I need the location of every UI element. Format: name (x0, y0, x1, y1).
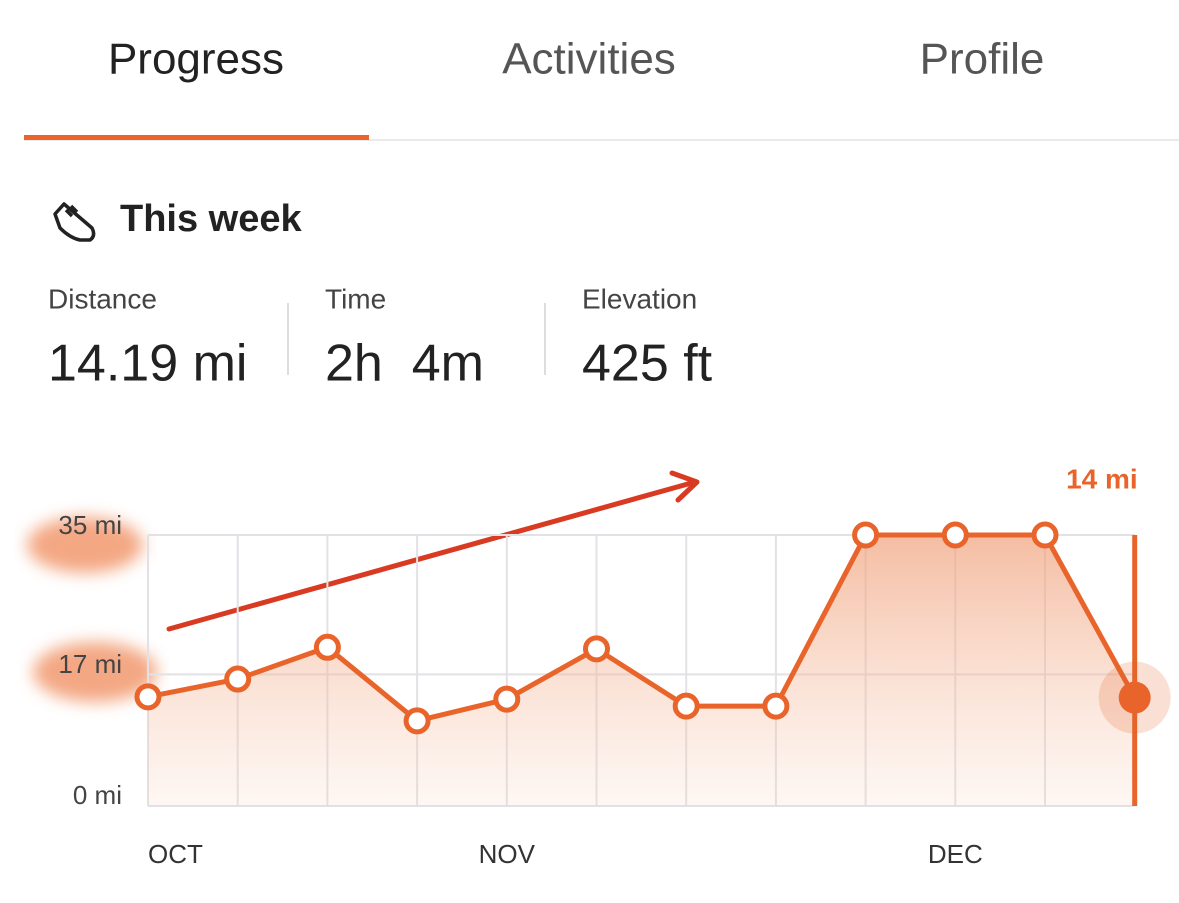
value-label: 14 mi (1066, 463, 1138, 494)
point (762, 692, 790, 720)
point (672, 692, 700, 720)
stat-label: Elevation (582, 283, 697, 314)
stat-label: Distance (48, 283, 157, 314)
point (1031, 521, 1059, 549)
redaction (27, 517, 157, 702)
point (583, 635, 610, 663)
stat-label: Time (325, 283, 386, 314)
shoe-icon (53, 202, 96, 242)
point (941, 521, 969, 549)
tab[interactable]: Profile (920, 35, 1045, 84)
point (493, 685, 521, 713)
x-tick-label: DEC (928, 839, 983, 869)
area (148, 535, 1135, 806)
stat-value: 425 ft (582, 335, 713, 393)
trend-arrow (166, 470, 700, 632)
stat-value: 2h 4m (325, 335, 484, 393)
tab[interactable]: Activities (502, 35, 676, 84)
point (313, 633, 341, 661)
y-tick-label: 0 mi (73, 780, 122, 810)
x-tick-label: NOV (479, 839, 536, 869)
point (1118, 681, 1151, 714)
y-tick-label: 35 mi (58, 510, 122, 540)
tab[interactable]: Progress (108, 35, 284, 84)
tab-indicator (24, 135, 369, 140)
point (134, 683, 162, 711)
point (224, 665, 252, 693)
section-title: This week (120, 198, 302, 240)
point (852, 521, 880, 549)
x-tick-label: OCT (148, 839, 203, 869)
point (403, 707, 431, 735)
stat-value: 14.19 mi (48, 335, 247, 393)
y-tick-label: 17 mi (58, 649, 122, 679)
line (147, 532, 1137, 724)
